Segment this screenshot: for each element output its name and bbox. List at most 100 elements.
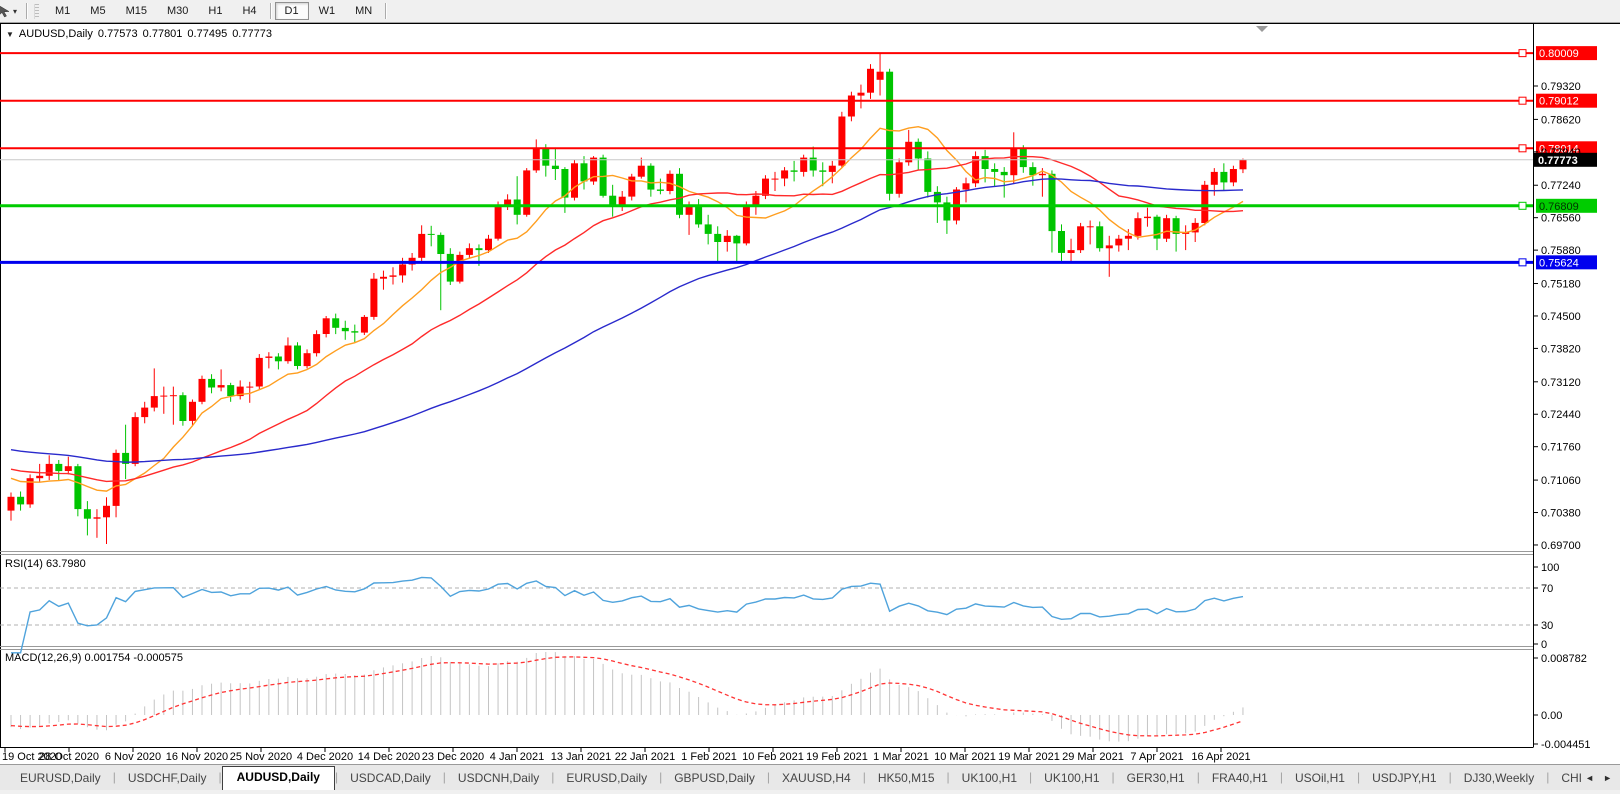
dropdown-caret-icon[interactable]: ▾ [13, 6, 18, 16]
svg-text:0.71760: 0.71760 [1541, 442, 1581, 454]
tab-separator: | [862, 770, 866, 784]
timeframe-m30-button[interactable]: M30 [166, 5, 189, 17]
toolbar-separator [385, 3, 388, 19]
tab-hk50-m15[interactable]: HK50,M15 [877, 771, 935, 785]
ma-slow-line [10, 178, 1244, 463]
svg-text:-0.004451: -0.004451 [1541, 739, 1591, 751]
svg-text:16 Apr 2021: 16 Apr 2021 [1191, 751, 1250, 763]
svg-text:30: 30 [1541, 620, 1553, 632]
tab-eurusd-daily[interactable]: EURUSD,Daily [20, 771, 101, 785]
svg-text:28 Oct 2020: 28 Oct 2020 [39, 751, 99, 763]
svg-text:7 Apr 2021: 7 Apr 2021 [1130, 751, 1183, 763]
tab-audusd-daily[interactable]: AUDUSD,Daily [221, 766, 335, 790]
level-handle [1518, 258, 1527, 267]
tab-separator: | [1029, 770, 1033, 784]
tab-usdchf-daily[interactable]: USDCHF,Daily [127, 771, 207, 785]
level-handle [1518, 201, 1527, 210]
tab-usdcad-daily[interactable]: USDCAD,Daily [350, 771, 431, 785]
tab-usdjpy-h1[interactable]: USDJPY,H1 [1372, 771, 1437, 785]
level-price-box [1536, 198, 1597, 213]
level-price-box [1536, 93, 1597, 108]
ohlc-open: 0.77573 [97, 28, 138, 40]
svg-text:0.72440: 0.72440 [1541, 409, 1581, 421]
date-axis [4, 748, 1222, 752]
tab-scroll-right-button[interactable]: ► [1603, 773, 1612, 783]
svg-text:6 Nov 2020: 6 Nov 2020 [105, 751, 161, 763]
svg-text:16 Nov 2020: 16 Nov 2020 [166, 751, 228, 763]
tab-separator: | [1448, 770, 1452, 784]
svg-text:70: 70 [1541, 583, 1553, 595]
tab-separator: | [218, 770, 222, 784]
timeframe-d1-button[interactable]: D1 [274, 2, 309, 20]
svg-text:0.008782: 0.008782 [1541, 653, 1587, 665]
tab-scroll-left-button[interactable]: ◄ [1585, 773, 1595, 783]
svg-text:0.76809: 0.76809 [1539, 201, 1579, 213]
svg-text:4 Dec 2020: 4 Dec 2020 [297, 751, 353, 763]
tab-china300-h1[interactable]: CHINA300,H1 [1561, 771, 1582, 785]
symbol-tabs: EURUSD,Daily | USDCHF,Daily | AUDUSD,Daily | U… [0, 765, 1581, 790]
svg-text:0.73120: 0.73120 [1541, 377, 1581, 389]
toolbar-drag-handle[interactable] [34, 3, 40, 19]
ohlc-high: 0.77801 [142, 28, 183, 40]
ma-fast-line [10, 125, 1244, 492]
status-strip [0, 790, 1620, 794]
tab-separator: | [766, 770, 771, 784]
svg-text:13 Jan 2021: 13 Jan 2021 [551, 751, 612, 763]
tab-separator: | [334, 770, 339, 784]
tab-separator: | [1546, 770, 1550, 784]
top-toolbar: ▾ M1 M5 M15 M30 H1 H4 D1 W1 MN [0, 0, 1620, 23]
tab-bar: EURUSD,Daily | USDCHF,Daily | AUDUSD,Daily | U… [0, 764, 1620, 790]
tab-uk100-h1[interactable]: UK100,H1 [961, 771, 1018, 785]
tab-uk100-h1[interactable]: UK100,H1 [1044, 771, 1100, 785]
svg-text:0.80009: 0.80009 [1539, 48, 1579, 60]
svg-text:0.79012: 0.79012 [1539, 96, 1579, 108]
tab-separator: | [1279, 770, 1283, 784]
rsi-indicator-label: RSI(14) 63.7980 [5, 558, 86, 570]
toolbar-separator [26, 3, 29, 19]
cursor-tool-icon[interactable] [0, 4, 11, 18]
collapse-icon[interactable]: ▼ [6, 29, 14, 39]
tab-xauusd-h4[interactable]: XAUUSD,H4 [782, 771, 851, 785]
tab-separator: | [442, 770, 446, 784]
tab-separator: | [1356, 770, 1361, 784]
svg-text:0.77773: 0.77773 [1538, 155, 1578, 167]
svg-text:23 Dec 2020: 23 Dec 2020 [422, 751, 484, 763]
svg-text:1 Feb 2021: 1 Feb 2021 [681, 751, 737, 763]
tab-ger30-h1[interactable]: GER30,H1 [1126, 771, 1185, 785]
svg-text:19 Feb 2021: 19 Feb 2021 [806, 751, 868, 763]
svg-text:1 Mar 2021: 1 Mar 2021 [873, 751, 929, 763]
svg-text:19 Oct 2020: 19 Oct 2020 [2, 751, 62, 763]
svg-text:0.74500: 0.74500 [1541, 311, 1581, 323]
current-price-box [1534, 152, 1597, 167]
tab-dj30-weekly[interactable]: DJ30,Weekly [1463, 771, 1535, 785]
svg-text:0.73820: 0.73820 [1541, 343, 1581, 355]
svg-text:0.75624: 0.75624 [1539, 257, 1579, 269]
level-handle [1518, 144, 1527, 153]
tab-usoil-h1[interactable]: USOil,H1 [1294, 771, 1345, 785]
cursor-icon [0, 5, 10, 18]
timeframe-m1-button[interactable]: M1 [55, 5, 71, 17]
tab-scroll-arrows: ◄ ► [1581, 773, 1620, 790]
level-price-box [1536, 141, 1597, 156]
timeframe-w1-button[interactable]: W1 [318, 5, 336, 17]
timeframe-m5-button[interactable]: M5 [90, 5, 106, 17]
svg-text:10 Feb 2021: 10 Feb 2021 [742, 751, 804, 763]
macd-histogram [10, 652, 1244, 742]
tab-gbpusd-daily[interactable]: GBPUSD,Daily [674, 771, 755, 785]
tab-separator: | [1111, 770, 1115, 784]
tab-usdcnh-daily[interactable]: USDCNH,Daily [457, 771, 540, 785]
level-price-box [1536, 255, 1597, 270]
svg-text:25 Nov 2020: 25 Nov 2020 [230, 751, 292, 763]
timeframe-h4-button[interactable]: H4 [242, 5, 257, 17]
chart-symbol-label: AUDUSD,Daily [18, 28, 93, 40]
timeframe-mn-button[interactable]: MN [355, 5, 373, 17]
level-handle [1518, 96, 1527, 105]
svg-text:100: 100 [1541, 562, 1559, 574]
tab-separator: | [659, 770, 663, 784]
svg-text:29 Mar 2021: 29 Mar 2021 [1062, 751, 1124, 763]
timeframe-h1-button[interactable]: H1 [208, 5, 223, 17]
tab-fra40-h1[interactable]: FRA40,H1 [1211, 771, 1268, 785]
timeframe-m15-button[interactable]: M15 [125, 5, 147, 17]
tab-eurusd-daily[interactable]: EURUSD,Daily [566, 771, 648, 785]
